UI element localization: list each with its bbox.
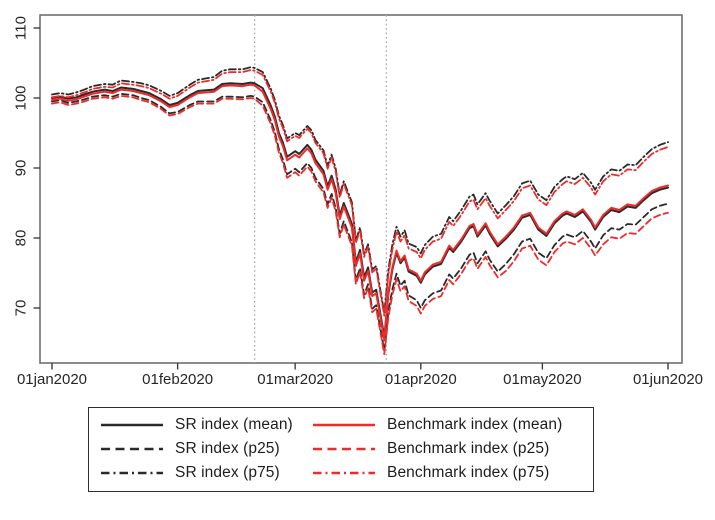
legend-label-sr-p75: SR index (p75) — [175, 464, 280, 481]
y-tick-label: 80 — [12, 230, 29, 247]
x-tick-label: 01jun2020 — [633, 371, 703, 388]
x-tick-label: 01feb2020 — [142, 371, 213, 388]
series-line-1 — [51, 92, 669, 352]
series-line-3 — [51, 83, 669, 342]
series-line-4 — [51, 95, 669, 356]
x-tick-label: 01mar2020 — [257, 371, 333, 388]
chart-legend: SR index (mean) Benchmark index (mean) S… — [88, 407, 594, 492]
index-line-chart: 70 80 90 100 110 01jan2020 01feb2020 01mar2020 0… — [12, 14, 703, 388]
y-tick-label: 110 — [12, 16, 29, 40]
y-tick-label: 100 — [12, 85, 29, 110]
plot-area — [39, 14, 683, 364]
legend-label-benchmark-p25: Benchmark index (p25) — [387, 440, 550, 457]
x-tick-label: 01jan2020 — [17, 371, 87, 388]
series-line-0 — [51, 81, 669, 338]
legend-label-sr-mean: SR index (mean) — [175, 416, 293, 433]
y-tick-label: 70 — [12, 300, 29, 317]
legend-entry-benchmark-p75: Benchmark index (p75) — [311, 464, 581, 482]
x-tick-label: 01may2020 — [503, 371, 581, 388]
sr-mean-line-sample — [101, 423, 163, 427]
legend-label-benchmark-mean: Benchmark index (mean) — [387, 416, 563, 433]
series-line-2 — [51, 66, 669, 314]
sr-p25-line-sample — [101, 447, 163, 451]
benchmark-mean-line-sample — [313, 423, 375, 427]
legend-entry-benchmark-p25: Benchmark index (p25) — [311, 440, 581, 458]
legend-entry-sr-mean: SR index (mean) — [99, 416, 305, 434]
legend-label-sr-p25: SR index (p25) — [175, 440, 280, 457]
legend-entry-sr-p25: SR index (p25) — [99, 440, 305, 458]
sr-p75-line-sample — [101, 471, 163, 475]
legend-entry-sr-p75: SR index (p75) — [99, 464, 305, 482]
legend-entry-benchmark-mean: Benchmark index (mean) — [311, 416, 581, 434]
series-line-5 — [51, 69, 669, 317]
benchmark-p25-line-sample — [313, 447, 375, 451]
x-tick-label: 01apr2020 — [385, 371, 457, 388]
legend-label-benchmark-p75: Benchmark index (p75) — [387, 464, 550, 481]
benchmark-p75-line-sample — [313, 471, 375, 475]
y-tick-label: 90 — [12, 160, 29, 177]
